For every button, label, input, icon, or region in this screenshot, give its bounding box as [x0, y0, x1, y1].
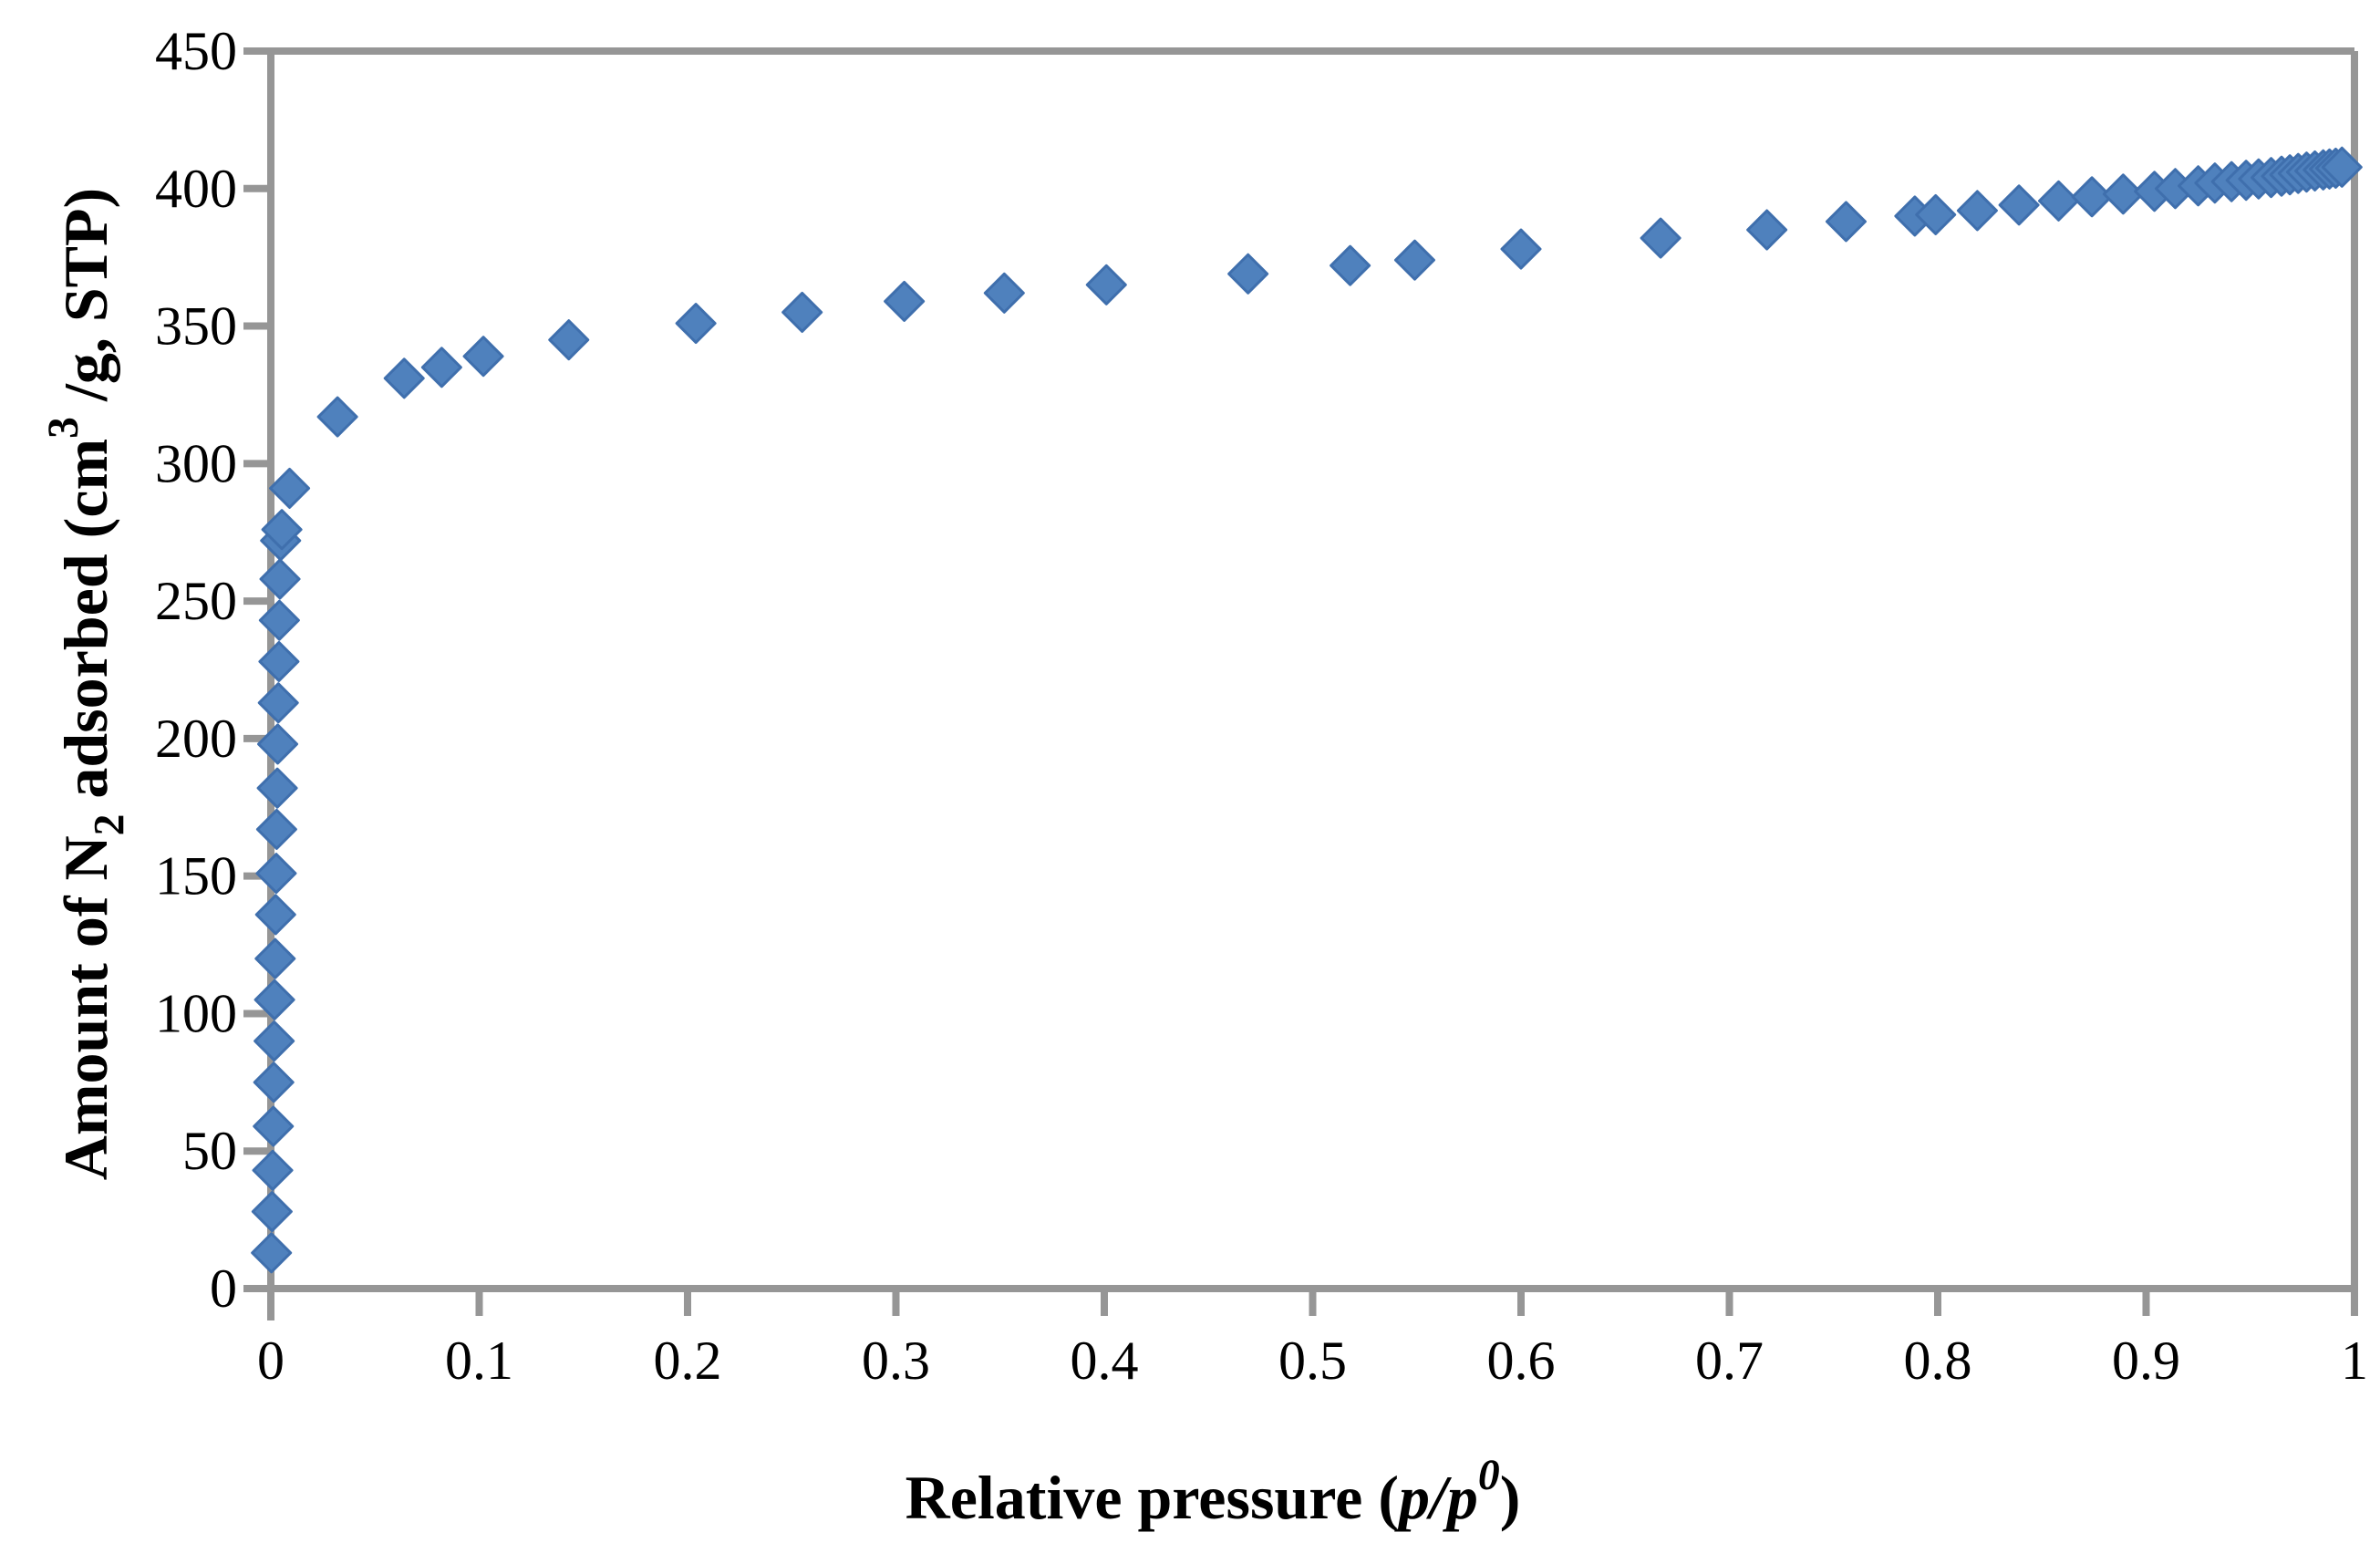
data-point: [420, 347, 462, 388]
data-point: [253, 1061, 295, 1103]
data-point: [1640, 217, 1682, 259]
data-point: [316, 396, 358, 438]
x-tick-label: 0.2: [654, 1331, 722, 1391]
data-point: [258, 599, 300, 641]
data-point: [1825, 201, 1867, 243]
y-axis-title-superscript: 3: [40, 417, 88, 439]
data-point: [2102, 173, 2144, 215]
y-axis-title-text-2: adsorbed (cm: [50, 438, 120, 814]
y-tick-label: 50: [182, 1121, 237, 1181]
y-tick-label: 200: [155, 709, 237, 769]
y-tick-label: 300: [155, 433, 237, 493]
x-tick-label: 0.8: [1904, 1331, 1972, 1391]
y-tick-label: 250: [155, 571, 237, 631]
y-tick-label: 100: [155, 983, 237, 1043]
data-point: [258, 640, 300, 682]
data-point: [1998, 184, 2040, 226]
data-point: [253, 1105, 295, 1147]
data-point: [1085, 264, 1127, 305]
x-axis-title-italic: p/p: [1399, 1462, 1478, 1532]
x-tick-label: 0.4: [1071, 1331, 1139, 1391]
y-axis-title-subscript: 2: [86, 813, 134, 836]
data-point: [254, 979, 295, 1020]
data-point: [254, 894, 296, 936]
data-point: [675, 303, 717, 345]
data-point: [781, 291, 823, 333]
y-tick-label: 0: [210, 1258, 237, 1319]
data-point: [257, 682, 299, 724]
y-axis-title-text-3: /g, STP): [50, 187, 120, 418]
data-point: [548, 319, 590, 361]
data-point: [254, 1020, 295, 1062]
x-tick-label: 1: [2341, 1331, 2368, 1391]
x-tick-label: 0.1: [445, 1331, 513, 1391]
x-tick-label: 0.9: [2112, 1331, 2180, 1391]
x-tick-label: 0.3: [862, 1331, 930, 1391]
x-tick-label: 0.6: [1487, 1331, 1556, 1391]
data-point: [383, 357, 425, 399]
data-point: [1500, 228, 1542, 270]
data-point: [2038, 180, 2080, 222]
x-axis-title-superscript: 0: [1477, 1452, 1500, 1499]
data-point: [259, 558, 301, 600]
data-point: [462, 336, 504, 378]
data-point: [255, 853, 297, 895]
x-tick-label: 0: [257, 1331, 285, 1391]
data-point: [255, 808, 297, 850]
data-point: [1956, 190, 1998, 232]
x-axis-title-text: Relative pressure (: [905, 1462, 1400, 1532]
data-point: [1227, 253, 1269, 295]
y-axis-title: Amount of N2 adsorbed (cm3 /g, STP): [26, 0, 133, 1368]
data-point: [261, 509, 303, 551]
data-point: [256, 767, 298, 809]
data-point: [1746, 209, 1788, 251]
y-tick-label: 350: [155, 296, 237, 357]
data-point: [1393, 239, 1435, 281]
data-point: [1330, 244, 1371, 286]
y-axis-title-text: Amount of N: [50, 835, 120, 1181]
x-tick-label: 0.5: [1278, 1331, 1347, 1391]
data-point: [884, 280, 926, 322]
x-tick-label: 0.7: [1695, 1331, 1764, 1391]
data-point: [251, 1232, 293, 1274]
data-point: [269, 467, 311, 509]
data-point: [1915, 193, 1957, 235]
data-point: [2071, 176, 2113, 218]
data-point: [2321, 146, 2363, 188]
y-tick-label: 150: [155, 846, 237, 906]
x-axis-title: Relative pressure (p/p0): [301, 1437, 2125, 1532]
y-tick-label: 400: [155, 159, 237, 219]
data-point: [251, 1191, 293, 1233]
data-point: [983, 272, 1025, 314]
y-tick-label: 450: [155, 21, 237, 81]
data-point: [252, 1149, 294, 1191]
data-point: [254, 937, 296, 979]
x-axis-title-text-2: ): [1499, 1462, 1521, 1532]
data-point: [257, 723, 299, 765]
